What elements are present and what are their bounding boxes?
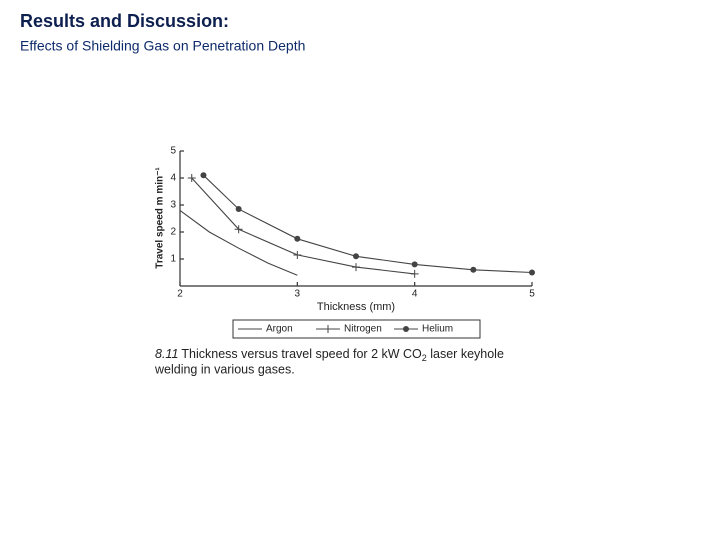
point (187, 174, 196, 182)
caption: 8.11 Thickness versus travel speed for 2 … (155, 347, 504, 363)
legend-box (232, 319, 481, 339)
y-tick-label: 1 (170, 254, 176, 265)
legend-label: Argon (266, 324, 293, 335)
y-axis-label: Travel speed m min⁻¹ (155, 167, 166, 269)
point (353, 253, 359, 260)
caption-number: 8.11 (155, 347, 178, 361)
caption-text: Thickness versus travel speed for 2 kW C… (181, 347, 422, 361)
point (352, 263, 360, 272)
y-tick-label: 3 (170, 200, 176, 211)
point (529, 269, 535, 276)
point (235, 206, 242, 213)
x-tick-label: 3 (295, 289, 301, 300)
y-tick-label: 2 (170, 227, 176, 238)
caption-line: welding in various gases. (154, 362, 295, 376)
x-tick-label: 4 (412, 289, 418, 300)
caption-text: laser keyhole (427, 347, 504, 361)
legend-marker (403, 326, 409, 332)
series-line (203, 174, 533, 274)
series-line (179, 209, 298, 276)
point (470, 266, 477, 273)
point (294, 235, 301, 242)
point (410, 269, 419, 278)
y-tick-label: 5 (170, 146, 176, 157)
x-tick-label: 5 (529, 289, 535, 300)
point (411, 261, 418, 268)
legend-label: Helium (422, 324, 453, 335)
point (200, 172, 207, 179)
point (234, 225, 243, 234)
slide-title: Results and Discussion: (20, 11, 229, 31)
x-axis-label: Thickness (mm) (317, 301, 395, 313)
caption-subscript: 2 (422, 353, 427, 363)
x-tick-label: 2 (177, 289, 183, 300)
legend-label: Nitrogen (344, 324, 382, 335)
y-tick-label: 4 (170, 173, 176, 184)
point (293, 250, 302, 259)
slide-subtitle: Effects of Shielding Gas on Penetration … (20, 38, 305, 54)
